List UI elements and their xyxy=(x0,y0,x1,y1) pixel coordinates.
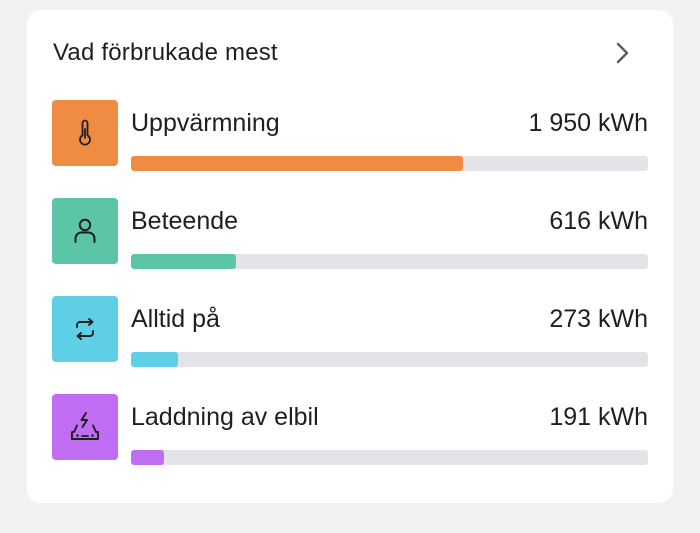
category-value: 191 kWh xyxy=(549,403,648,431)
category-row-heating: Uppvärmning 1 950 kWh xyxy=(52,100,648,171)
repeat-icon xyxy=(52,296,118,362)
chevron-right-icon[interactable] xyxy=(609,40,635,66)
progress-track xyxy=(131,254,648,269)
category-row-behaviour: Beteende 616 kWh xyxy=(52,198,648,269)
category-label: Laddning av elbil xyxy=(131,403,319,431)
category-label: Beteende xyxy=(131,207,239,235)
progress-fill xyxy=(131,156,464,171)
progress-fill xyxy=(131,450,164,465)
category-row-always-on: Alltid på 273 kWh xyxy=(52,296,648,367)
progress-track xyxy=(131,352,648,367)
category-label: Alltid på xyxy=(131,305,220,333)
card-title: Vad förbrukade mest xyxy=(53,39,278,66)
progress-fill xyxy=(131,352,178,367)
category-value: 1 950 kWh xyxy=(528,109,648,137)
progress-fill xyxy=(131,254,236,269)
person-icon xyxy=(52,198,118,264)
consumption-card[interactable]: Vad förbrukade mest Uppvärmning 1 950 kW… xyxy=(27,10,673,503)
category-row-ev-charging: Laddning av elbil 191 kWh xyxy=(52,394,648,465)
thermometer-icon xyxy=(52,100,118,166)
category-list: Uppvärmning 1 950 kWh Beteende 616 kWh xyxy=(52,100,648,465)
category-label: Uppvärmning xyxy=(131,109,280,137)
category-value: 616 kWh xyxy=(549,207,648,235)
progress-track xyxy=(131,450,648,465)
category-value: 273 kWh xyxy=(549,305,648,333)
card-header[interactable]: Vad förbrukade mest xyxy=(53,38,647,68)
ev-charging-car-icon xyxy=(52,394,118,460)
progress-track xyxy=(131,156,648,171)
